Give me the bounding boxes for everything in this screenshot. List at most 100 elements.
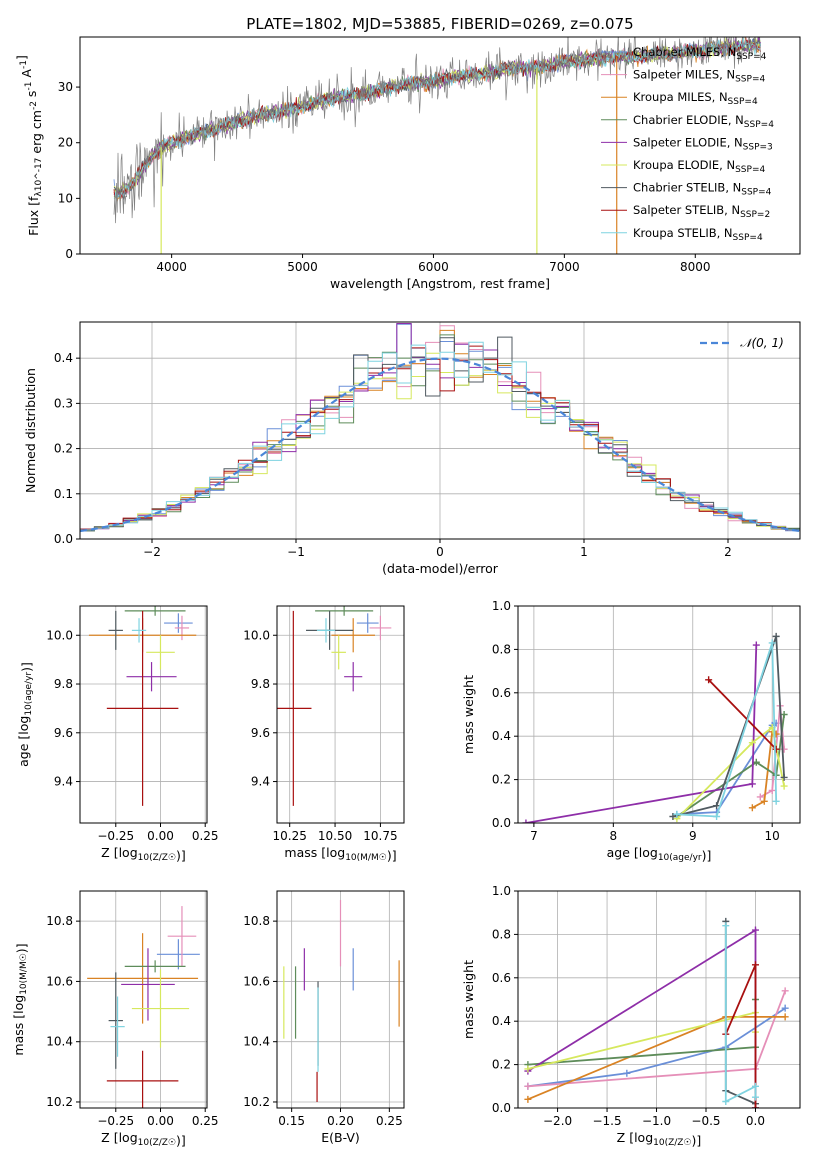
y-tick-label: 0.0	[54, 532, 73, 546]
y-tick-label: 10.6	[243, 974, 270, 988]
legend-label: Kroupa ELODIE, NSSP=4	[633, 158, 765, 175]
x-tick-label: 6000	[418, 260, 449, 274]
chart-title: PLATE=1802, MJD=53885, FIBERID=0269, z=0…	[246, 15, 633, 33]
x-tick-label: 10.50	[318, 829, 352, 843]
panel-residuals: −2 −1 0 1 2 0.0 0.1 0.2 0.3 0.4 (data-model)/error…	[23, 321, 801, 576]
y-tick-label: 0.8	[492, 642, 511, 656]
x-tick-label: 10.25	[273, 829, 307, 843]
weight-marker-chabrier_miles	[623, 1069, 631, 1077]
y-tick-label: 10.8	[243, 914, 270, 928]
legend-label: 𝒩(0, 1)	[740, 336, 784, 350]
x-axis-label: (data-model)/error	[382, 561, 499, 576]
x-tick-label: 5000	[287, 260, 318, 274]
plot-content	[522, 632, 788, 823]
plot-content	[88, 606, 197, 806]
axes-frame	[79, 605, 208, 824]
weight-marker-kroupa_miles	[524, 1095, 532, 1103]
y-tick-label: 0.2	[492, 773, 511, 787]
x-tick-label: 0.25	[192, 829, 219, 843]
weight-line-kroupa_stelib	[724, 925, 757, 1103]
weight-marker-kroupa_stelib	[772, 797, 780, 805]
x-tick-label: 0.0	[746, 1114, 765, 1128]
x-axis-label: Z [log10(Z/Z☉)]	[101, 845, 186, 863]
weight-marker-salpeter_miles	[781, 987, 789, 995]
x-tick-label: 8	[610, 829, 618, 843]
y-tick-label: 30	[58, 80, 73, 94]
y-tick-label: 10.2	[46, 1095, 73, 1109]
x-tick-label: 7	[530, 829, 538, 843]
y-tick-label: 0.1	[54, 487, 73, 501]
weight-marker-kroupa_elodie	[748, 739, 756, 747]
weight-marker-kroupa_stelib	[713, 812, 721, 820]
y-tick-label: 9.6	[251, 726, 270, 740]
x-tick-label: 0.15	[278, 1114, 305, 1128]
plot-content	[277, 606, 392, 806]
y-tick-label: 9.8	[54, 677, 73, 691]
y-axis-label: mass [log10(M/M☉)]	[11, 943, 29, 1055]
x-tick-label: 2	[724, 545, 732, 559]
weight-marker-chabrier_elodie	[780, 711, 788, 718]
x-axis-label: Z [log10(Z/Z☉)]	[101, 1130, 186, 1148]
y-tick-label: 10.4	[243, 1035, 270, 1049]
legend-label: Chabrier MILES, NSSP=4	[633, 45, 767, 62]
axes-frame	[79, 36, 801, 255]
x-tick-label: 4000	[156, 260, 187, 274]
y-axis-label: age [log10(age/yr)]	[16, 662, 34, 767]
y-tick-label: 0.4	[492, 1014, 511, 1028]
legend-label: Kroupa STELIB, NSSP=4	[633, 226, 763, 243]
plot-area	[277, 606, 404, 823]
panel-weights-vs-age: 7 8 9 10 0.0 0.2 0.4 0.6 0.8 1.0 age [log10(age/yr…	[461, 599, 801, 863]
weight-line-salpeter_miles	[527, 990, 787, 1088]
x-tick-label: 9	[689, 829, 697, 843]
x-tick-label: 8000	[680, 260, 711, 274]
y-tick-label: 10.8	[46, 914, 73, 928]
y-tick-label: 10	[58, 191, 73, 205]
plot-area	[80, 606, 207, 823]
weight-marker-salpeter_miles	[756, 793, 764, 801]
y-axis-label: Normed distribution	[23, 368, 38, 493]
x-tick-label: 0.25	[376, 1114, 403, 1128]
x-tick-label: 0	[436, 545, 444, 559]
weight-marker-kroupa_stelib	[751, 1093, 759, 1101]
weight-marker-salpeter_elodie	[751, 926, 759, 934]
legend-label: Kroupa MILES, NSSP=4	[633, 90, 758, 107]
legend-label: Salpeter MILES, NSSP=4	[633, 68, 765, 85]
x-tick-label: −0.5	[691, 1114, 720, 1128]
x-tick-label: 1	[580, 545, 588, 559]
x-axis-label: wavelength [Angstrom, rest frame]	[330, 276, 550, 291]
weight-marker-chabrier_stelib	[713, 802, 721, 810]
x-tick-label: −1	[287, 545, 305, 559]
weight-marker-kroupa_stelib	[751, 1082, 759, 1090]
normal-curve	[80, 357, 800, 533]
plot-area	[518, 606, 800, 823]
weight-marker-kroupa_miles	[781, 1013, 789, 1021]
weight-marker-kroupa_stelib	[722, 922, 730, 930]
x-tick-label: −2	[143, 545, 161, 559]
y-tick-label: 9.4	[251, 775, 270, 789]
axes-frame	[517, 605, 801, 824]
weight-marker-chabrier_elodie	[752, 758, 760, 766]
weight-marker-kroupa_elodie	[524, 1065, 532, 1073]
y-tick-label: 9.8	[251, 677, 270, 691]
x-tick-label: 0.00	[147, 829, 174, 843]
weight-marker-salpeter_stelib	[772, 745, 780, 753]
y-tick-label: 0.6	[492, 686, 511, 700]
weight-marker-kroupa_stelib	[673, 810, 681, 818]
legend: 𝒩(0, 1)	[700, 336, 784, 350]
axes-frame	[79, 890, 208, 1109]
plot-content	[113, 37, 761, 254]
y-tick-label: 10.4	[46, 1035, 73, 1049]
y-tick-label: 0.0	[492, 816, 511, 830]
weight-marker-chabrier_stelib	[780, 773, 788, 781]
x-tick-label: 7000	[549, 260, 580, 274]
y-axis-label: mass weight	[461, 675, 476, 754]
x-axis-label: age [log10(age/yr)]	[607, 845, 712, 863]
weight-marker-salpeter_elodie	[522, 819, 530, 823]
panel-mass-vs-Z: −0.25 0.00 0.25 10.2 10.4 10.6 10.8 Z [log10(Z/…	[11, 890, 219, 1148]
weight-line-kroupa_stelib	[676, 642, 778, 818]
weight-marker-salpeter_miles	[524, 1082, 532, 1090]
y-axis-label: mass weight	[461, 960, 476, 1039]
legend: Chabrier MILES, NSSP=4 Salpeter MILES, NS…	[601, 45, 774, 243]
y-tick-label: 0.4	[54, 351, 73, 365]
